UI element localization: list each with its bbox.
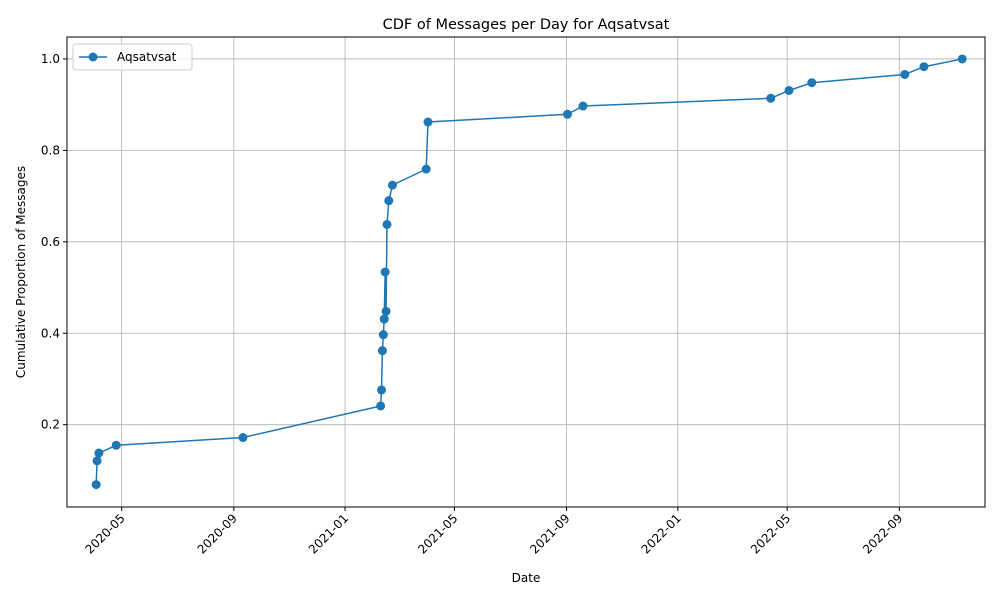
y-axis-title: Cumulative Proportion of Messages	[14, 166, 28, 378]
data-point	[379, 314, 389, 324]
data-point	[562, 109, 572, 119]
data-point	[919, 62, 929, 72]
chart-title: CDF of Messages per Day for Aqsatvsat	[383, 17, 670, 33]
data-point	[784, 85, 794, 95]
y-tick-label: 1.0	[41, 52, 60, 66]
x-tick-label: 2020-05	[82, 511, 127, 556]
data-point	[384, 196, 394, 206]
x-tick-label: 2021-09	[527, 511, 572, 556]
y-tick-label: 0.2	[41, 418, 60, 432]
legend-box	[72, 43, 193, 71]
x-tick-label: 2020-09	[195, 511, 240, 556]
grid-layer	[67, 37, 985, 507]
x-tick-label: 2021-05	[415, 511, 460, 556]
plot-frame	[66, 36, 986, 508]
x-axis: 2020-05 2020-09 2021-01 2021-05 2021-09 2022-…	[82, 507, 905, 557]
data-point	[578, 101, 588, 111]
data-point	[111, 440, 121, 450]
data-point	[380, 267, 390, 277]
y-tick-label: 0.8	[41, 143, 60, 157]
legend: Aqsatvsat	[72, 43, 193, 71]
y-tick-label: 0.4	[41, 326, 60, 340]
data-point	[900, 69, 910, 79]
data-point	[378, 330, 388, 340]
x-tick-label: 2022-01	[639, 511, 684, 556]
data-point	[807, 78, 817, 88]
series-layer	[91, 54, 967, 490]
x-tick-label: 2022-05	[748, 511, 793, 556]
data-point	[94, 448, 104, 458]
y-axis: 0.2 0.4 0.6 0.8 1.0	[41, 52, 67, 432]
x-axis-title: Date	[512, 571, 541, 585]
data-point	[377, 385, 387, 395]
x-tick-label: 2022-09	[860, 511, 905, 556]
data-point	[376, 401, 386, 411]
y-tick-label: 0.6	[41, 235, 60, 249]
data-point	[387, 180, 397, 190]
legend-label: Aqsatvsat	[117, 50, 177, 64]
data-point	[423, 117, 433, 127]
data-point	[381, 306, 391, 316]
data-point	[92, 456, 102, 466]
legend-marker	[88, 52, 98, 62]
data-point	[421, 164, 431, 174]
data-point	[957, 54, 967, 64]
data-point	[91, 480, 101, 490]
data-point	[238, 433, 248, 443]
x-tick-label: 2021-01	[306, 511, 351, 556]
data-point	[766, 93, 776, 103]
data-point	[382, 219, 392, 229]
data-point	[377, 346, 387, 356]
series-line	[95, 58, 963, 485]
